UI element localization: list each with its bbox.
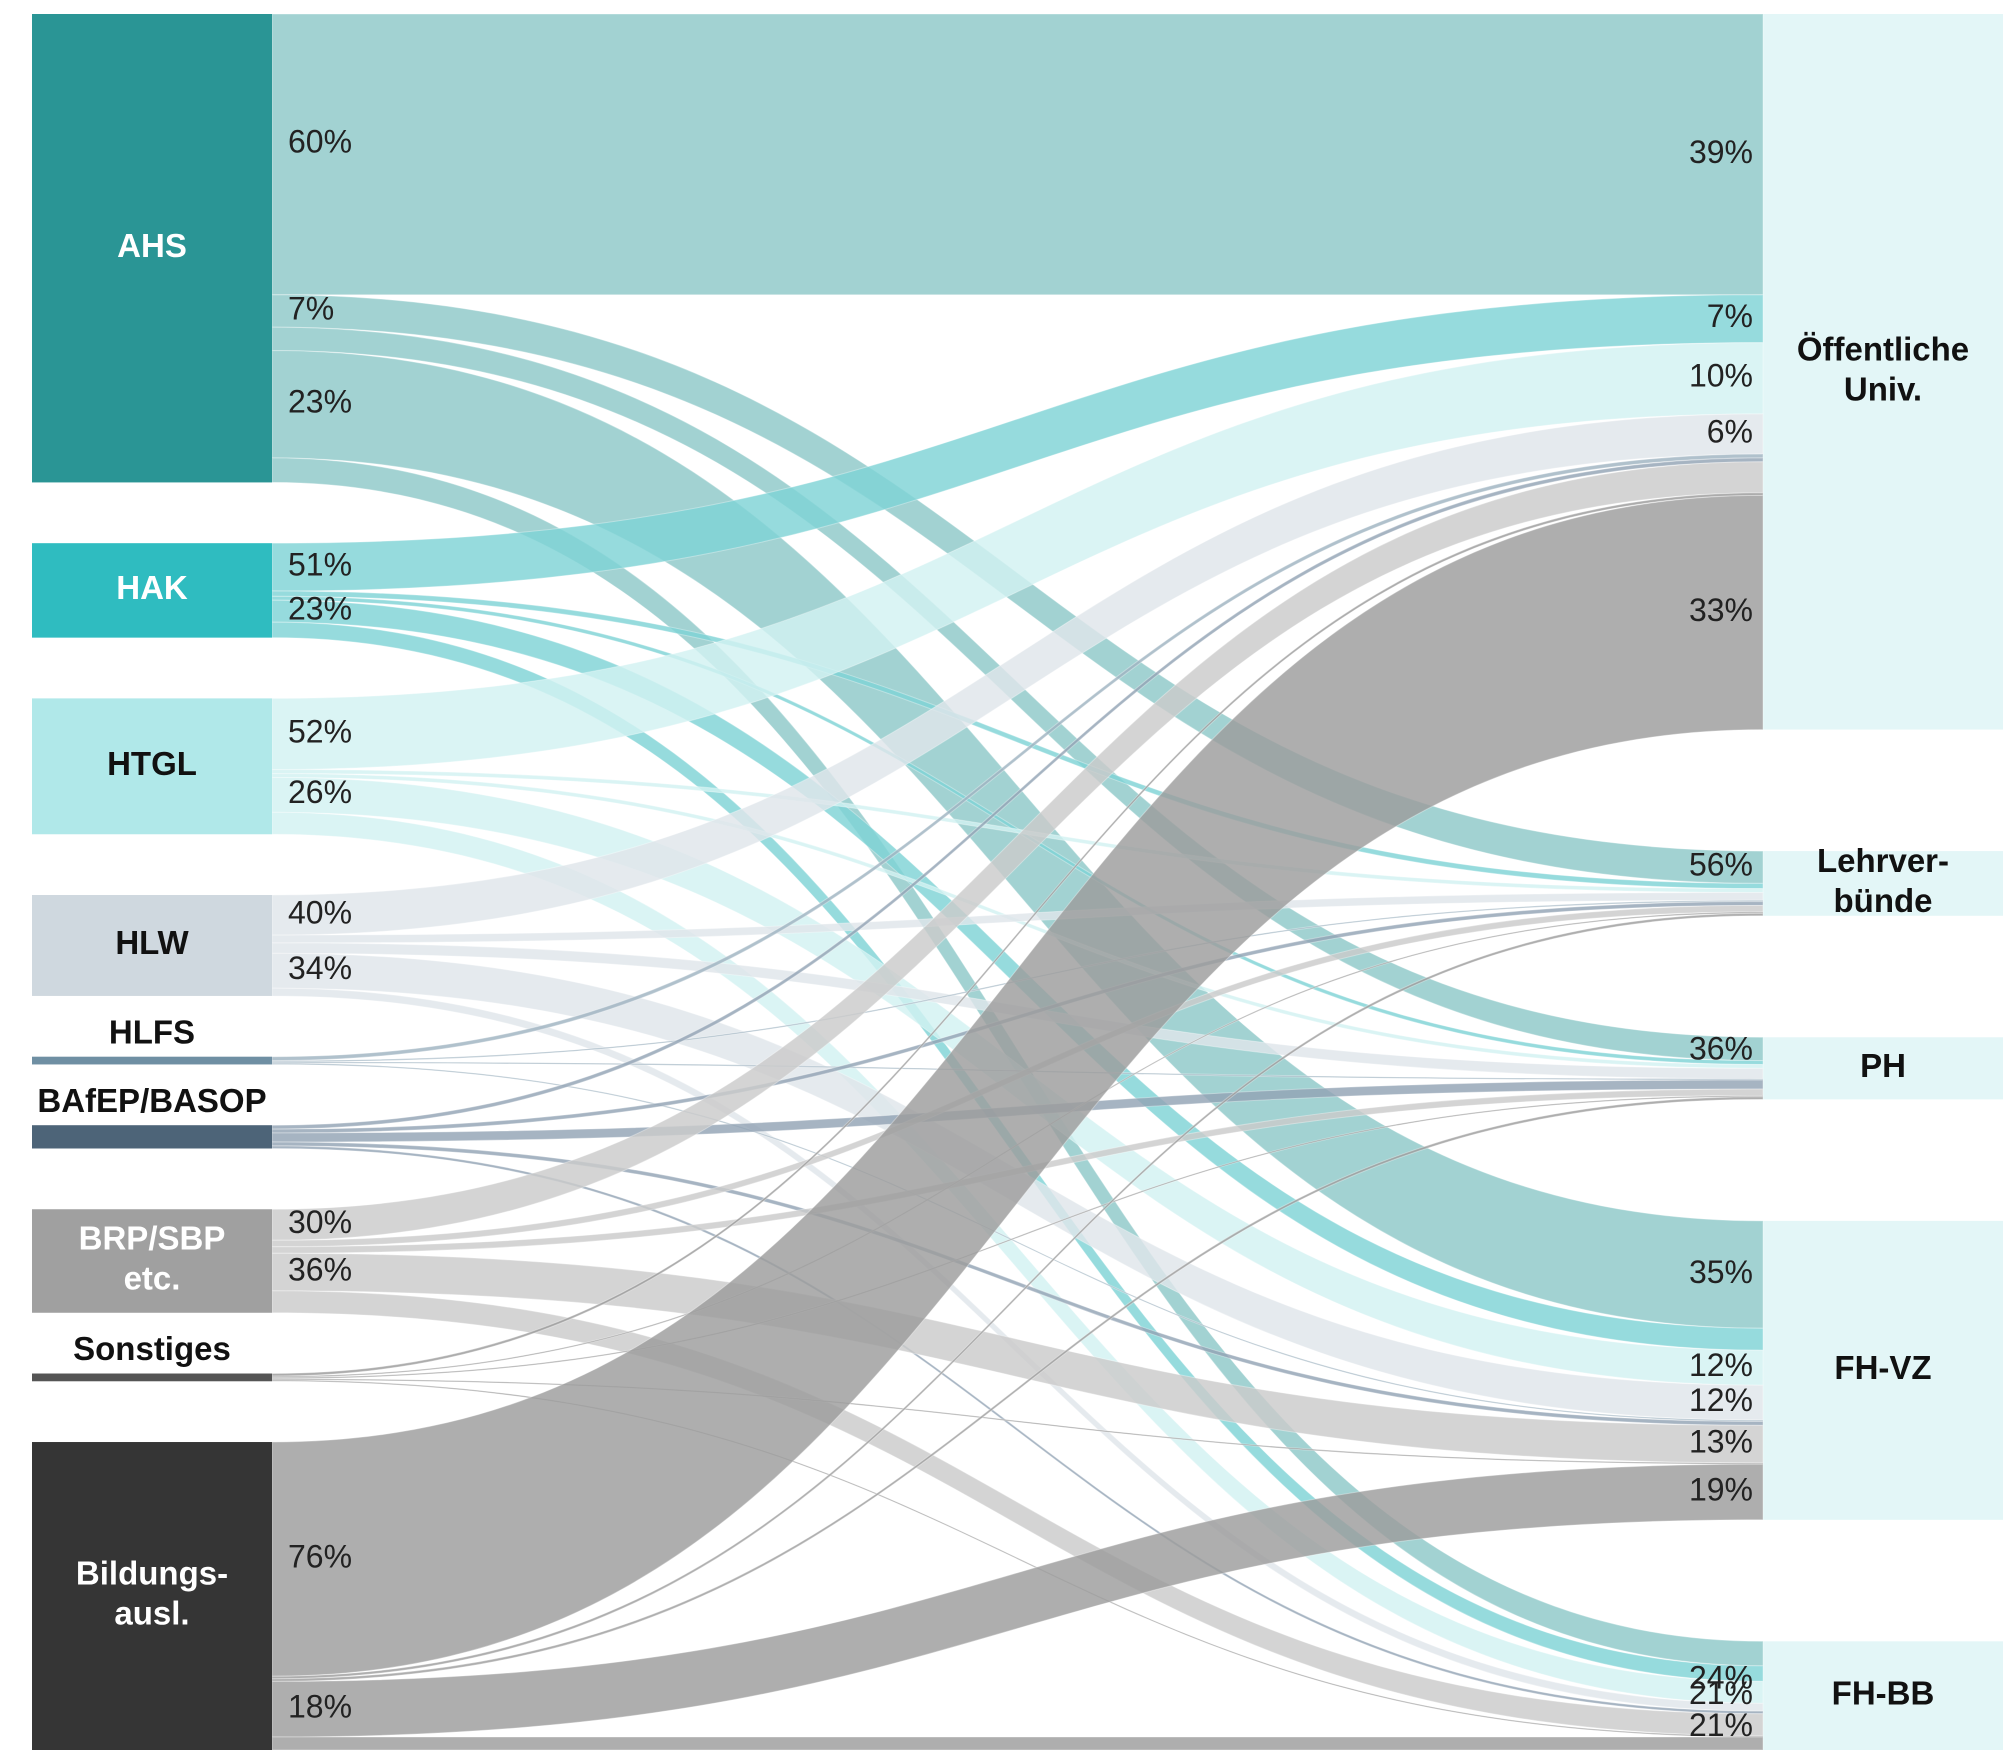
source-node <box>32 1125 272 1149</box>
source-node <box>32 1373 272 1382</box>
target-node <box>1763 1037 2003 1100</box>
target-label: FH-VZ <box>1834 1349 1931 1386</box>
source-label: BRP/SBP <box>79 1220 226 1257</box>
target-label: FH-BB <box>1832 1674 1935 1711</box>
target-share-label: 24% <box>1689 1659 1753 1695</box>
source-label: Sonstiges <box>73 1330 231 1367</box>
target-node <box>1763 14 2003 730</box>
target-share-label: 39% <box>1689 134 1753 170</box>
target-share-label: 6% <box>1707 413 1753 449</box>
target-share-label: 12% <box>1689 1382 1753 1418</box>
target-share-label: 12% <box>1689 1347 1753 1383</box>
source-label: HLW <box>115 924 189 961</box>
source-label: HAK <box>116 569 188 606</box>
target-node <box>1763 1641 2003 1750</box>
source-share-label: 23% <box>288 384 352 420</box>
flow <box>271 1463 1764 1738</box>
source-share-label: 76% <box>288 1539 352 1575</box>
target-share-label: 19% <box>1689 1471 1753 1507</box>
source-share-label: 34% <box>288 950 352 986</box>
source-label: ausl. <box>114 1595 189 1632</box>
target-share-label: 10% <box>1689 358 1753 394</box>
target-label: Lehrver- <box>1817 842 1949 879</box>
target-label: Öffentliche <box>1797 331 1969 368</box>
source-node <box>32 1442 272 1750</box>
source-node <box>32 698 272 835</box>
target-label: PH <box>1860 1047 1906 1084</box>
source-node <box>32 895 272 996</box>
source-label: Bildungs- <box>76 1555 228 1592</box>
source-share-label: 60% <box>288 123 352 159</box>
source-label: HLFS <box>109 1013 195 1050</box>
target-share-label: 33% <box>1689 592 1753 628</box>
flow <box>271 912 1764 1680</box>
source-label: HTGL <box>107 745 197 782</box>
source-share-label: 7% <box>288 290 334 326</box>
target-node <box>1763 1220 2003 1520</box>
source-label: BAfEP/BASOP <box>37 1082 266 1119</box>
source-share-label: 18% <box>288 1689 352 1725</box>
target-share-label: 21% <box>1689 1707 1753 1743</box>
source-share-label: 26% <box>288 774 352 810</box>
source-share-label: 51% <box>288 547 352 583</box>
source-node <box>32 543 272 638</box>
source-share-label: 36% <box>288 1251 352 1287</box>
flow <box>271 1096 1764 1682</box>
source-node <box>32 1056 272 1065</box>
flow <box>271 1736 1764 1751</box>
target-node <box>1763 851 2003 916</box>
target-share-label: 21% <box>1689 1675 1753 1711</box>
source-label: AHS <box>117 227 187 264</box>
target-share-label: 35% <box>1689 1254 1753 1290</box>
source-label: etc. <box>124 1260 181 1297</box>
source-share-label: 30% <box>288 1204 352 1240</box>
target-label: bünde <box>1834 882 1933 919</box>
target-share-label: 7% <box>1707 298 1753 334</box>
source-node <box>32 14 272 483</box>
source-share-label: 40% <box>288 895 352 931</box>
flow <box>271 13 1764 296</box>
target-share-label: 13% <box>1689 1424 1753 1460</box>
source-share-label: 52% <box>288 713 352 749</box>
source-node <box>32 1209 272 1313</box>
source-share-label: 23% <box>288 591 352 627</box>
target-share-label: 36% <box>1689 1031 1753 1067</box>
flow <box>271 494 1764 1677</box>
target-label: Univ. <box>1844 371 1922 408</box>
target-share-label: 56% <box>1689 847 1753 883</box>
